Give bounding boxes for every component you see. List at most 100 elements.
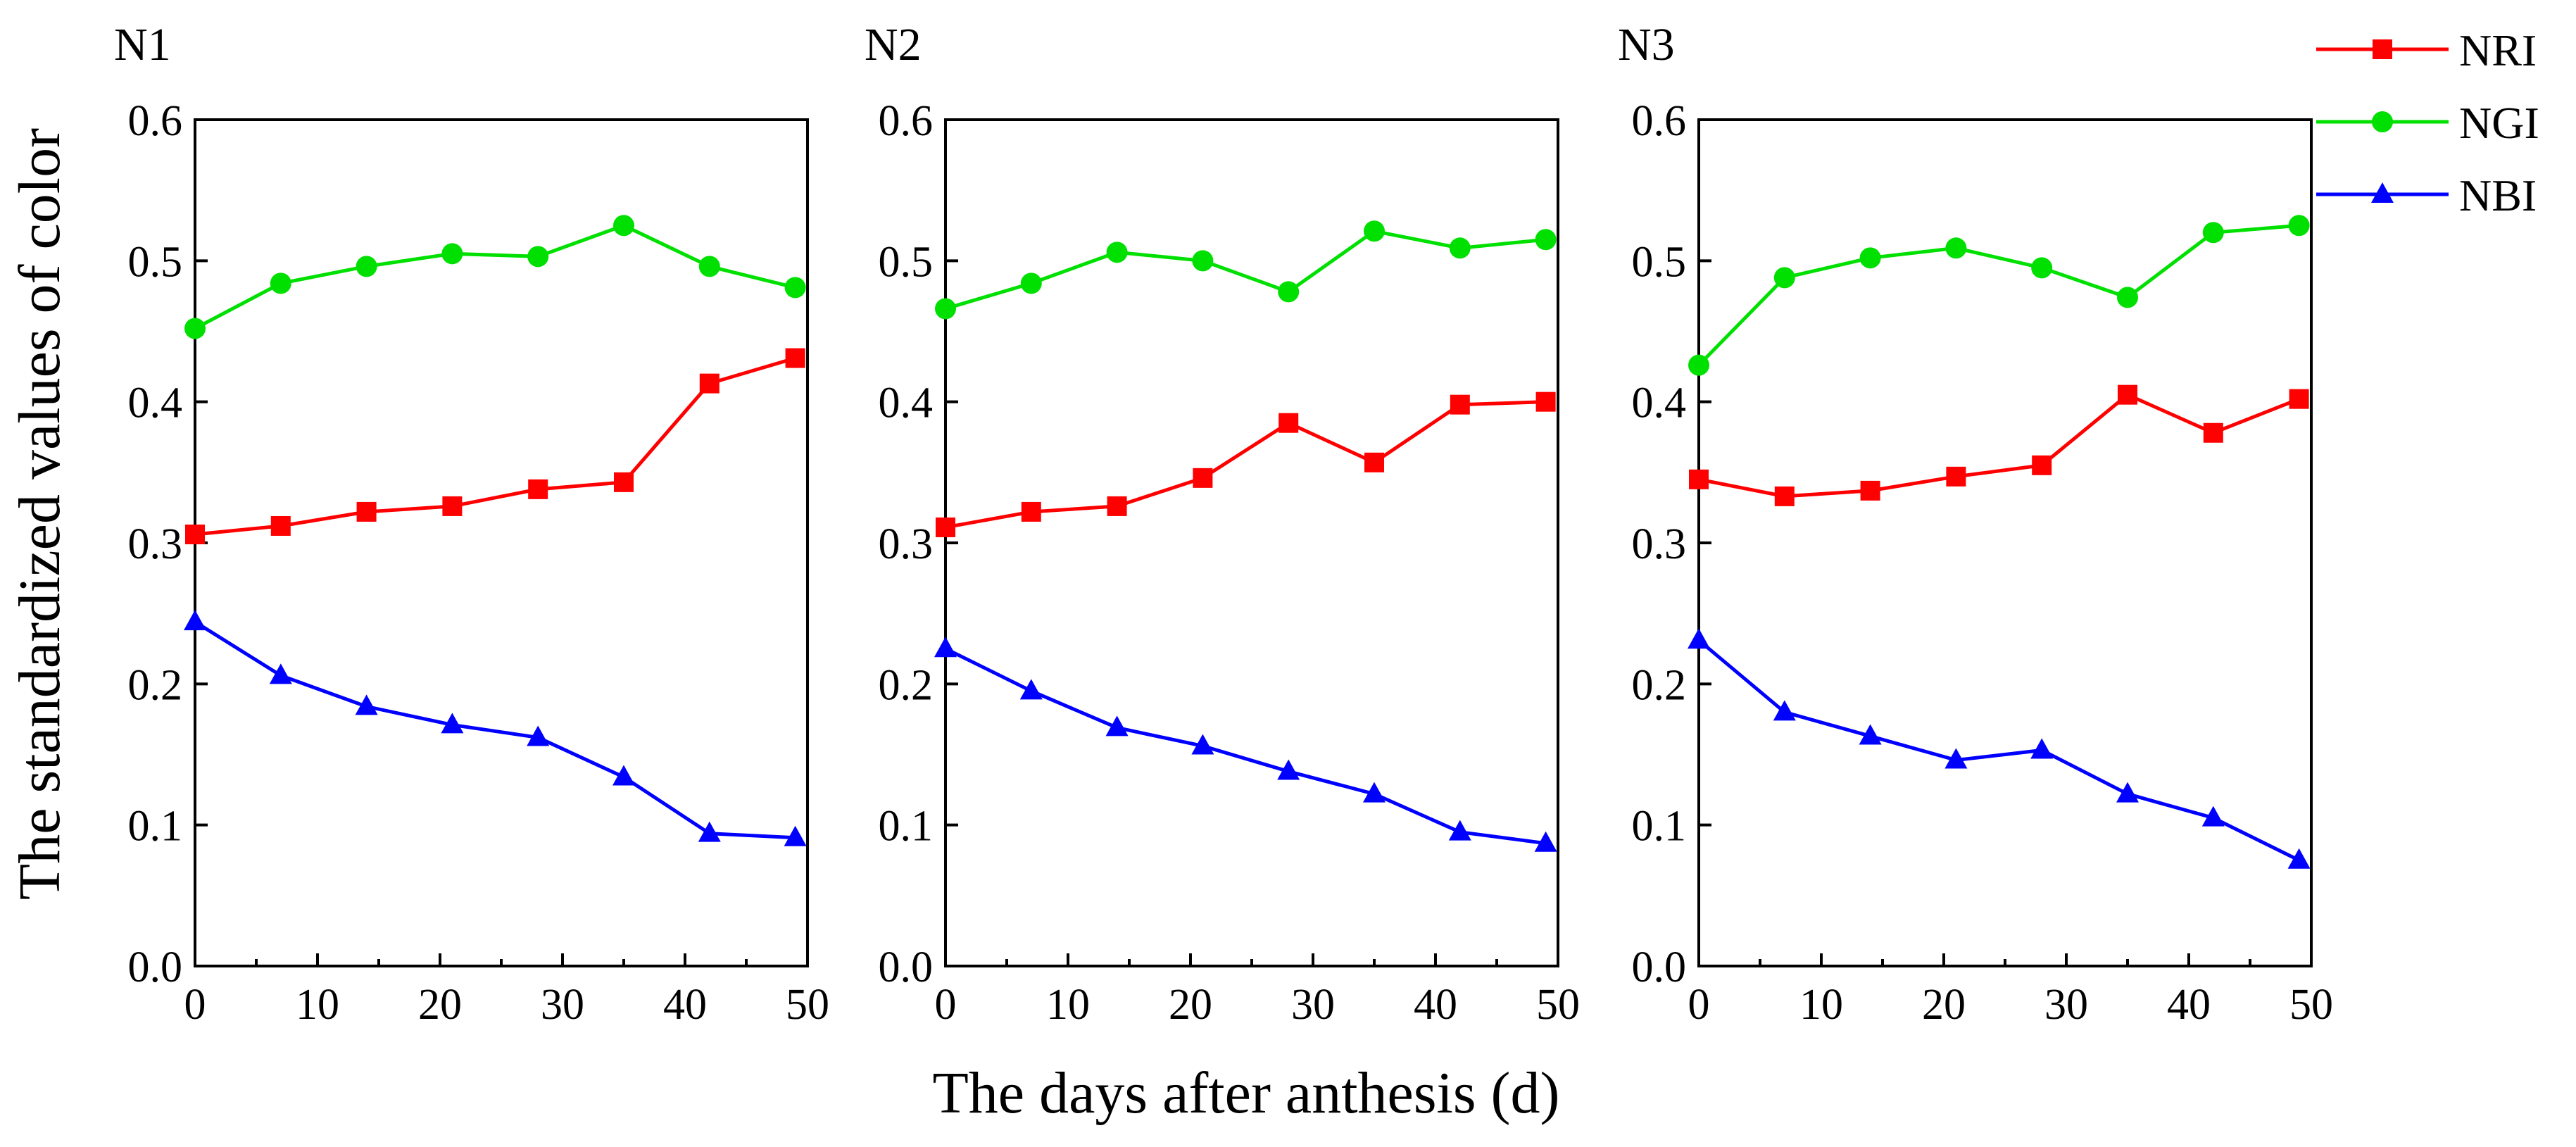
x-tick-label: 10 [1046,981,1090,1029]
data-point-ngi [935,298,956,320]
legend-marker [2373,39,2392,59]
x-tick-label: 30 [2044,981,2088,1029]
data-point-nbi [527,725,550,746]
x-tick-label: 20 [418,981,462,1029]
data-point-ngi [527,246,549,268]
data-point-nri [1689,469,1709,489]
series-line-nbi [944,647,1546,846]
y-tick-label: 0.2 [128,661,183,709]
y-tick-label: 0.0 [128,944,183,991]
data-point-ngi [2117,287,2138,308]
data-point-ngi [441,243,463,265]
data-point-nri [1021,501,1041,522]
plot-frame [1697,118,2313,967]
data-point-nbi [1448,820,1471,841]
data-point-nbi [1363,782,1386,803]
data-point-nbi [1019,679,1043,700]
panel-n1: N1 0.0 0.1 0.2 0.3 0.4 0.5 0.6 0 10 20 30 40 50 [114,19,829,1029]
series-line-nri [1698,392,2300,499]
panel-n3: N3 0.0 0.1 0.2 0.3 0.4 0.5 0.6 0 10 20 30 40 50 [1618,19,2333,1029]
legend-item-ngi: NGI [2316,98,2539,148]
x-tick-label: 30 [541,981,584,1029]
series-line-ngi [194,223,796,330]
data-point-ngi [1688,354,1709,376]
data-point-nri [356,501,377,522]
x-tick-label: 40 [663,981,707,1029]
data-point-ngi [698,256,720,277]
data-point-nbi [1534,831,1557,852]
x-tick-label: 20 [1922,981,1966,1029]
data-point-nbi [2030,738,2054,759]
y-tick-label: 0.1 [879,803,934,851]
data-point-nri [2203,422,2223,443]
y-tick-label: 0.0 [879,944,934,991]
y-tick-label: 0.1 [128,803,183,851]
data-point-nri [614,472,634,492]
data-point-nri [2118,384,2137,405]
legend-marker [2372,111,2393,132]
data-point-nbi [2201,806,2225,827]
data-point-ngi [784,277,806,299]
legend: NRI NGI NBI [2316,25,2539,220]
data-point-nri [185,524,205,544]
series-line-ngi [1697,223,2299,367]
data-point-ngi [270,272,291,294]
y-tick-label: 0.2 [1632,661,1687,709]
data-point-nri [2289,389,2309,409]
y-tick-label: 0.0 [1632,944,1687,991]
data-point-nbi [698,821,721,842]
panel-title: N2 [865,19,922,70]
data-point-nbi [934,637,957,658]
data-point-ngi [1192,250,1214,272]
series-line-nbi [1697,639,2300,862]
data-point-ngi [1020,272,1042,294]
data-point-nbi [1277,759,1300,780]
data-point-nri [699,373,720,394]
y-tick-label: 0.4 [128,380,183,427]
x-tick-label: 20 [1169,981,1212,1029]
x-tick-label: 40 [2167,981,2211,1029]
y-tick-label: 0.5 [879,238,934,286]
x-tick-label: 0 [184,981,206,1029]
y-tick-label: 0.6 [128,97,183,145]
data-point-nri [1364,452,1384,472]
data-point-ngi [2288,215,2310,237]
data-point-nbi [355,694,378,715]
data-point-ngi [356,256,377,277]
panel-n2: N2 0.0 0.1 0.2 0.3 0.4 0.5 0.6 0 10 20 30 40 50 [865,19,1580,1029]
legend-item-nri: NRI [2316,25,2537,75]
panel-title: N1 [114,19,171,70]
data-point-ngi [2202,222,2224,244]
y-tick-label: 0.4 [1632,380,1687,427]
y-tick-label: 0.6 [879,97,934,145]
data-point-ngi [1106,242,1128,263]
data-point-nbi [1944,748,1968,769]
legend-label: NRI [2459,25,2537,75]
data-point-nri [1450,394,1470,415]
panel-title: N3 [1618,19,1675,70]
data-point-nbi [184,610,206,631]
data-point-nbi [1859,724,1882,745]
data-point-nri [1946,466,1966,487]
data-point-ngi [1859,247,1881,269]
data-point-ngi [2031,257,2053,279]
data-point-nbi [1773,700,1796,721]
y-tick-label: 0.1 [1632,803,1687,851]
x-axis-label: The days after anthesis (d) [933,1060,1560,1126]
data-point-ngi [1773,267,1795,289]
x-tick-label: 10 [296,981,339,1029]
data-point-nbi [784,825,807,846]
data-point-ngi [613,215,634,237]
y-tick-label: 0.2 [879,661,934,709]
data-point-ngi [1364,220,1385,242]
data-point-nri [270,515,291,536]
legend-label: NGI [2459,98,2539,148]
x-tick-label: 0 [935,981,957,1029]
data-point-nri [936,517,955,537]
data-point-ngi [1945,237,1967,259]
y-tick-label: 0.3 [128,520,183,568]
data-point-nbi [269,663,292,684]
x-tick-label: 30 [1291,981,1335,1029]
y-tick-label: 0.6 [1632,97,1687,145]
